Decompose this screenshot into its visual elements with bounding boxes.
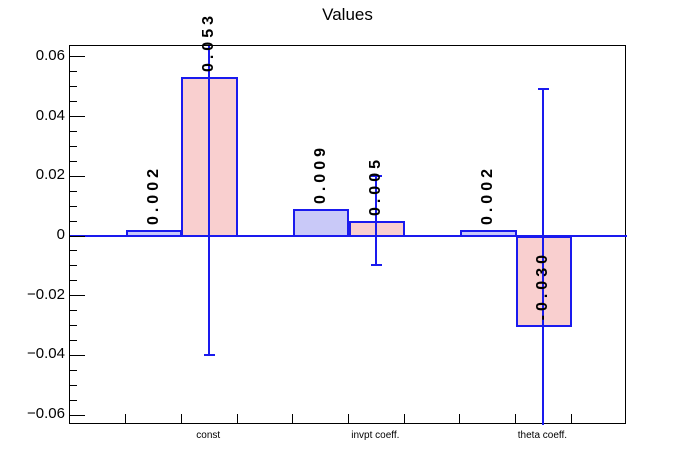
y-tick-label: −0.02: [27, 285, 65, 303]
x-category-label: invpt coeff.: [351, 430, 400, 441]
y-tick-label: 0.02: [35, 166, 65, 184]
bar-value-label: 0.009: [311, 143, 329, 204]
x-tick: [236, 414, 238, 423]
y-minor-tick: [70, 206, 77, 207]
y-minor-tick: [70, 221, 77, 222]
bar-value-label: 0.002: [144, 164, 162, 225]
error-bar-invpt coeff.: [375, 175, 378, 266]
bar-blue-series-invpt coeff.: [292, 208, 350, 238]
y-minor-tick: [70, 265, 77, 266]
y-tick-label: 0.04: [35, 106, 65, 124]
y-tick-label: −0.06: [27, 405, 65, 423]
x-tick: [348, 414, 349, 423]
x-tick: [515, 414, 517, 423]
y-minor-tick: [70, 101, 77, 102]
y-minor-tick: [70, 146, 77, 147]
error-bar-theta coeff.: [542, 89, 545, 425]
y-major-tick: [70, 295, 85, 296]
y-tick-label: −0.04: [27, 345, 65, 363]
y-major-tick: [70, 176, 85, 177]
y-minor-tick: [70, 86, 77, 87]
error-cap-top: [537, 88, 549, 91]
bar-blue-series-const: [125, 229, 183, 238]
error-cap-top: [370, 174, 382, 177]
x-tick: [125, 414, 127, 423]
y-tick-label: 0.06: [35, 46, 65, 64]
bar-value-label: 0.005: [367, 155, 385, 216]
y-major-tick: [70, 355, 85, 356]
y-tick-label: 0: [56, 226, 65, 243]
plot-frame: 0.002 0.009 0.002 0.053 0.005 -0.030: [69, 12, 627, 425]
y-minor-tick: [70, 280, 77, 281]
x-category-label: const: [196, 430, 221, 441]
error-cap-bottom: [370, 264, 382, 267]
y-minor-tick: [70, 370, 77, 371]
y-minor-tick: [70, 400, 77, 401]
bar-value-label: 0.053: [200, 12, 218, 73]
y-minor-tick: [70, 131, 77, 132]
x-tick: [459, 414, 461, 423]
bar-value-label: -0.030: [534, 250, 552, 321]
x-tick: [180, 414, 182, 423]
error-cap-bottom: [203, 353, 215, 356]
x-tick: [292, 414, 294, 423]
y-major-tick: [70, 236, 85, 237]
y-minor-tick: [70, 385, 77, 386]
chart-title: Values: [322, 5, 373, 24]
bar-blue-series-theta coeff.: [459, 229, 517, 238]
y-minor-tick: [70, 310, 77, 311]
x-category-label: theta coeff.: [517, 430, 568, 441]
y-minor-tick: [70, 161, 77, 162]
y-minor-tick: [70, 250, 77, 251]
y-minor-tick: [70, 325, 77, 326]
y-major-tick: [70, 116, 85, 117]
x-tick: [403, 414, 405, 423]
y-minor-tick: [70, 71, 77, 72]
y-minor-tick: [70, 340, 77, 341]
y-major-tick: [70, 56, 85, 57]
bar-value-label: 0.002: [478, 164, 496, 225]
y-major-tick: [70, 415, 85, 416]
error-bar-const: [208, 46, 211, 355]
y-minor-tick: [70, 191, 77, 192]
x-tick: [570, 414, 572, 423]
